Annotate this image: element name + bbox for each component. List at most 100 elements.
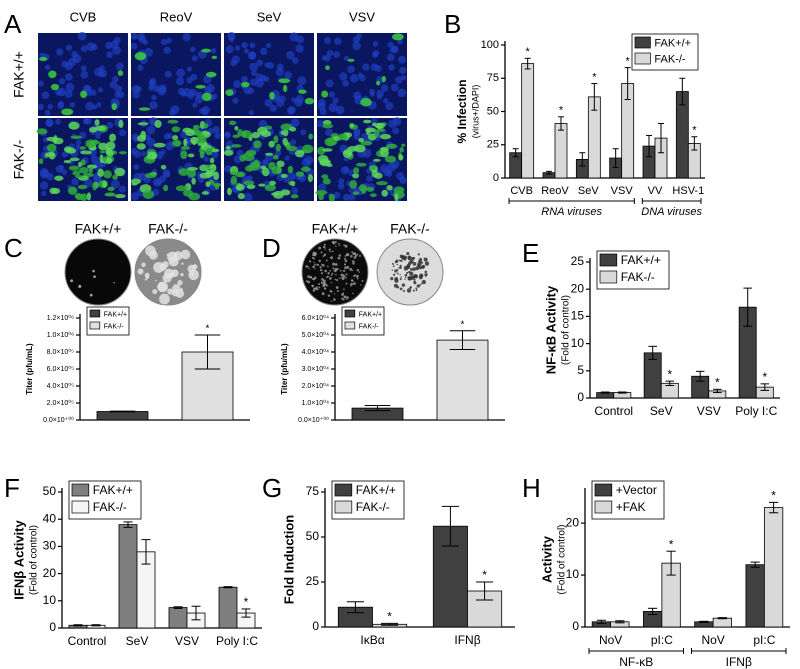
nucleus — [117, 91, 125, 99]
infected-cell — [301, 166, 311, 172]
legend-label: FAK-/- — [104, 323, 125, 330]
infected-cell — [117, 70, 124, 76]
nucleus — [248, 51, 256, 60]
bar — [168, 607, 188, 629]
group-label: NF-κB — [619, 655, 653, 669]
plaque — [329, 289, 332, 292]
infected-cell — [384, 155, 397, 163]
plaque — [318, 286, 321, 289]
nucleus — [80, 65, 87, 72]
error-bar — [346, 601, 364, 614]
infected-cell — [322, 123, 334, 129]
infected-cell — [171, 126, 181, 133]
infected-cell — [275, 143, 281, 152]
panel-letter: F — [4, 473, 20, 503]
nucleus — [116, 62, 124, 71]
infected-cell — [322, 178, 331, 185]
y-axis-label: Titer (pfu/mL) — [280, 343, 289, 395]
legend-swatch — [344, 321, 356, 330]
plaque — [399, 274, 401, 276]
plaque — [343, 288, 345, 291]
infected-cell — [302, 144, 314, 154]
plaque — [92, 269, 95, 273]
nucleus — [106, 121, 114, 129]
column-label: VSV — [349, 9, 375, 24]
nucleus — [328, 103, 338, 113]
plaque — [404, 265, 406, 268]
nucleus — [166, 37, 172, 44]
plaque — [78, 284, 82, 288]
nucleus — [326, 49, 334, 57]
nucleus — [98, 71, 104, 77]
plaque — [145, 245, 156, 257]
nucleus — [369, 88, 375, 95]
y-tick-label: 8.0×10⁰⁵ — [47, 348, 74, 356]
error-bar — [109, 410, 136, 413]
plaque — [361, 279, 364, 282]
panel-letter: E — [522, 238, 539, 268]
error-bar — [194, 334, 221, 370]
plaque — [326, 275, 330, 278]
infected-cell — [398, 154, 404, 161]
plaque — [424, 275, 427, 278]
infected-cell — [261, 167, 270, 177]
infected-cell — [97, 168, 105, 177]
plaque — [323, 253, 327, 256]
y-tick-label: 2.0×10⁰⁴ — [302, 382, 329, 390]
plaque — [359, 254, 362, 257]
nucleus — [86, 42, 96, 51]
image-label: FAK+/+ — [312, 221, 359, 237]
plaque — [310, 276, 313, 279]
plaque — [320, 251, 323, 254]
infected-cell — [153, 142, 166, 148]
nucleus — [212, 125, 220, 134]
nucleus — [323, 36, 332, 45]
nucleus — [276, 63, 284, 71]
nucleus — [347, 65, 355, 74]
infected-cell — [282, 84, 288, 93]
infected-cell — [72, 170, 81, 176]
infected-cell — [92, 181, 98, 191]
x-tick-label: NoV — [701, 633, 724, 647]
infected-cell — [180, 150, 188, 160]
plaque — [406, 288, 412, 293]
significance-marker: * — [715, 375, 720, 389]
legend-swatch — [89, 309, 101, 318]
plaque — [113, 282, 115, 284]
nucleus — [398, 55, 407, 64]
plaque — [330, 290, 333, 293]
plaque — [314, 252, 317, 256]
error-bar — [713, 388, 722, 394]
nucleus — [286, 172, 296, 181]
plaque — [330, 274, 333, 276]
infected-cell — [321, 148, 333, 152]
plaque — [396, 272, 399, 275]
error-bar — [546, 170, 552, 175]
row-label: FAK+/+ — [11, 51, 27, 98]
nucleus — [380, 84, 389, 92]
plaque — [343, 295, 347, 299]
nucleus — [249, 42, 256, 49]
nucleus — [274, 149, 282, 157]
infected-cell — [264, 184, 276, 192]
y-tick-label: 25 — [306, 574, 320, 588]
y-tick-label: 10 — [566, 567, 580, 581]
nucleus — [352, 41, 361, 51]
nucleus — [80, 45, 88, 53]
plaque — [337, 256, 341, 260]
plaque — [424, 270, 428, 274]
nucleus — [338, 178, 345, 185]
nucleus — [47, 104, 54, 110]
infected-cell — [172, 135, 179, 141]
micrograph — [317, 33, 407, 116]
infected-cell — [210, 148, 220, 153]
plaque — [415, 287, 418, 290]
significance-marker: * — [771, 489, 776, 503]
infected-cell — [376, 122, 383, 130]
plaque — [409, 267, 413, 271]
infected-cell — [290, 194, 299, 199]
y-tick-label: 4.0×10⁰⁵ — [47, 382, 74, 390]
nucleus — [264, 98, 273, 107]
plaque — [412, 289, 415, 292]
